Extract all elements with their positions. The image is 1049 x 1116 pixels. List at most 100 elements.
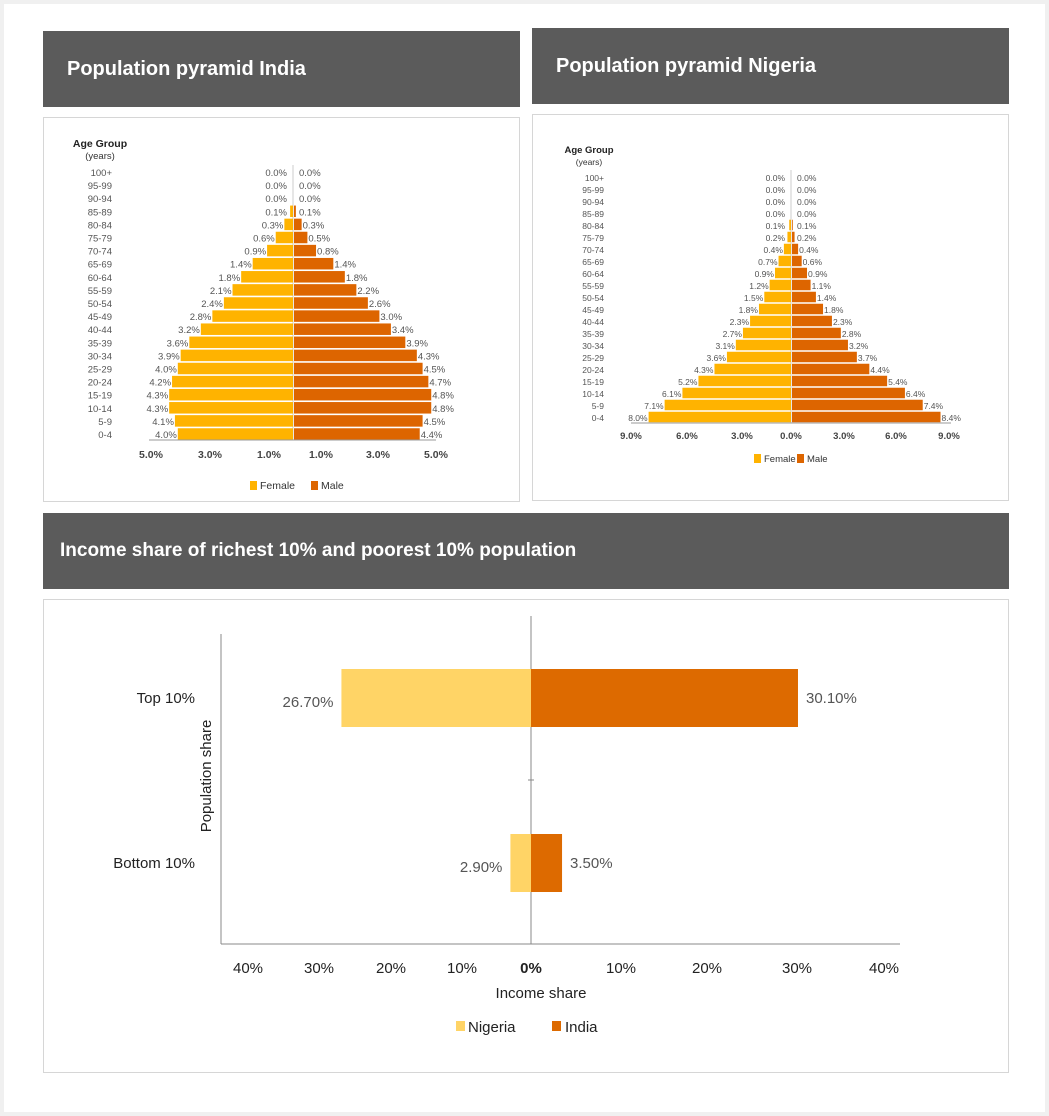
female-value-label: 0.0% — [265, 168, 287, 179]
female-bar — [789, 219, 791, 231]
female-value-label: 3.1% — [715, 341, 735, 351]
age-group-label: 65-69 — [88, 260, 112, 271]
category-label: Top 10% — [137, 690, 195, 707]
age-group-label: 25-29 — [88, 365, 112, 376]
female-value-label: 0.6% — [253, 234, 275, 245]
india-value-label: 30.10% — [806, 690, 857, 707]
age-group-label: 95-99 — [88, 181, 112, 192]
age-group-label: 95-99 — [582, 185, 604, 195]
female-value-label: 2.3% — [730, 317, 750, 327]
female-value-label: 0.2% — [766, 233, 786, 243]
female-bar — [648, 411, 791, 423]
age-group-label: 15-19 — [88, 391, 112, 402]
female-value-label: 2.1% — [210, 286, 232, 297]
age-group-label: 20-24 — [88, 378, 112, 389]
female-value-label: 0.0% — [766, 197, 786, 207]
x-tick-label: 0.0% — [780, 431, 802, 442]
male-value-label: 3.7% — [858, 353, 878, 363]
female-value-label: 2.7% — [723, 329, 743, 339]
age-group-label: 50-54 — [582, 293, 604, 303]
age-group-label: 0-4 — [98, 430, 112, 441]
nigeria-pyramid-header: Population pyramid Nigeria — [532, 28, 1009, 104]
female-value-label: 0.0% — [265, 194, 287, 205]
income-share-header: Income share of richest 10% and poorest … — [43, 513, 1009, 589]
male-bar — [294, 349, 417, 362]
female-value-label: 0.3% — [262, 220, 284, 231]
age-group-label: 30-34 — [88, 351, 112, 362]
nigeria-value-label: 2.90% — [460, 859, 503, 876]
female-value-label: 1.4% — [230, 260, 252, 271]
female-bar — [267, 244, 293, 257]
legend-nigeria-swatch — [456, 1021, 465, 1031]
female-value-label: 0.9% — [244, 247, 266, 258]
female-bar — [769, 279, 791, 291]
male-bar — [294, 257, 334, 270]
legend-india-swatch — [552, 1021, 561, 1031]
female-value-label: 0.9% — [755, 269, 775, 279]
male-bar — [792, 399, 923, 411]
male-bar — [792, 231, 795, 243]
male-bar — [792, 219, 793, 231]
female-bar — [774, 267, 791, 279]
x-tick-label: 3.0% — [833, 431, 855, 442]
female-value-label: 0.0% — [766, 185, 786, 195]
female-bar — [189, 336, 293, 349]
female-bar — [275, 231, 293, 244]
female-value-label: 5.2% — [678, 377, 698, 387]
male-bar — [294, 323, 391, 335]
male-bar — [294, 244, 317, 257]
age-group-label: 35-39 — [582, 329, 604, 339]
age-group-label: 10-14 — [582, 389, 604, 399]
category-label: Bottom 10% — [113, 855, 195, 872]
male-bar — [792, 387, 905, 399]
male-bar — [792, 375, 888, 387]
female-bar — [726, 351, 791, 363]
male-value-label: 4.5% — [424, 417, 446, 428]
female-value-label: 8.0% — [628, 413, 648, 423]
male-bar — [294, 362, 423, 375]
y-axis-title: Age Group — [73, 138, 127, 150]
india-pyramid-header: Population pyramid India — [43, 31, 520, 107]
income-share-chart: Top 10% 26.70% 30.10% Bottom 10% 2.90% 3.50% 4… — [113, 616, 900, 1036]
female-value-label: 0.4% — [764, 245, 784, 255]
x-tick-label: 10% — [447, 960, 477, 977]
male-bar — [792, 351, 857, 363]
female-value-label: 3.9% — [158, 351, 180, 362]
nigeria-value-label: 26.70% — [283, 694, 334, 711]
male-value-label: 1.8% — [346, 273, 368, 284]
age-group-label: 90-94 — [88, 194, 112, 205]
male-value-label: 0.0% — [797, 197, 817, 207]
male-bar — [294, 297, 368, 309]
age-group-label: 75-79 — [582, 233, 604, 243]
male-bar — [294, 231, 308, 244]
male-bar — [294, 375, 429, 388]
x-tick-label: 30% — [304, 960, 334, 977]
female-value-label: 1.5% — [744, 293, 764, 303]
nigeria-bar — [510, 834, 531, 892]
legend-female-swatch — [250, 481, 257, 490]
age-group-label: 45-49 — [88, 312, 112, 323]
female-value-label: 4.0% — [155, 430, 177, 441]
y-axis-title: Age Group — [564, 145, 613, 156]
male-value-label: 0.0% — [299, 194, 321, 205]
female-bar — [758, 303, 791, 315]
x-tick-label: 1.0% — [257, 449, 282, 461]
male-value-label: 4.7% — [429, 378, 451, 389]
male-value-label: 0.0% — [299, 168, 321, 179]
female-value-label: 2.4% — [201, 299, 223, 310]
male-bar — [294, 205, 296, 218]
female-bar — [735, 339, 791, 351]
age-group-label: 100+ — [91, 168, 113, 179]
male-value-label: 2.6% — [369, 299, 391, 310]
x-tick-label: 40% — [869, 960, 899, 977]
age-group-label: 30-34 — [582, 341, 604, 351]
x-tick-label: 6.0% — [676, 431, 698, 442]
male-bar — [792, 255, 802, 267]
female-bar — [169, 402, 293, 414]
x-tick-label: 20% — [376, 960, 406, 977]
age-group-label: 5-9 — [98, 417, 112, 428]
age-group-label: 70-74 — [582, 245, 604, 255]
age-group-label: 20-24 — [582, 365, 604, 375]
age-group-label: 40-44 — [582, 317, 604, 327]
legend-male-swatch — [311, 481, 318, 490]
